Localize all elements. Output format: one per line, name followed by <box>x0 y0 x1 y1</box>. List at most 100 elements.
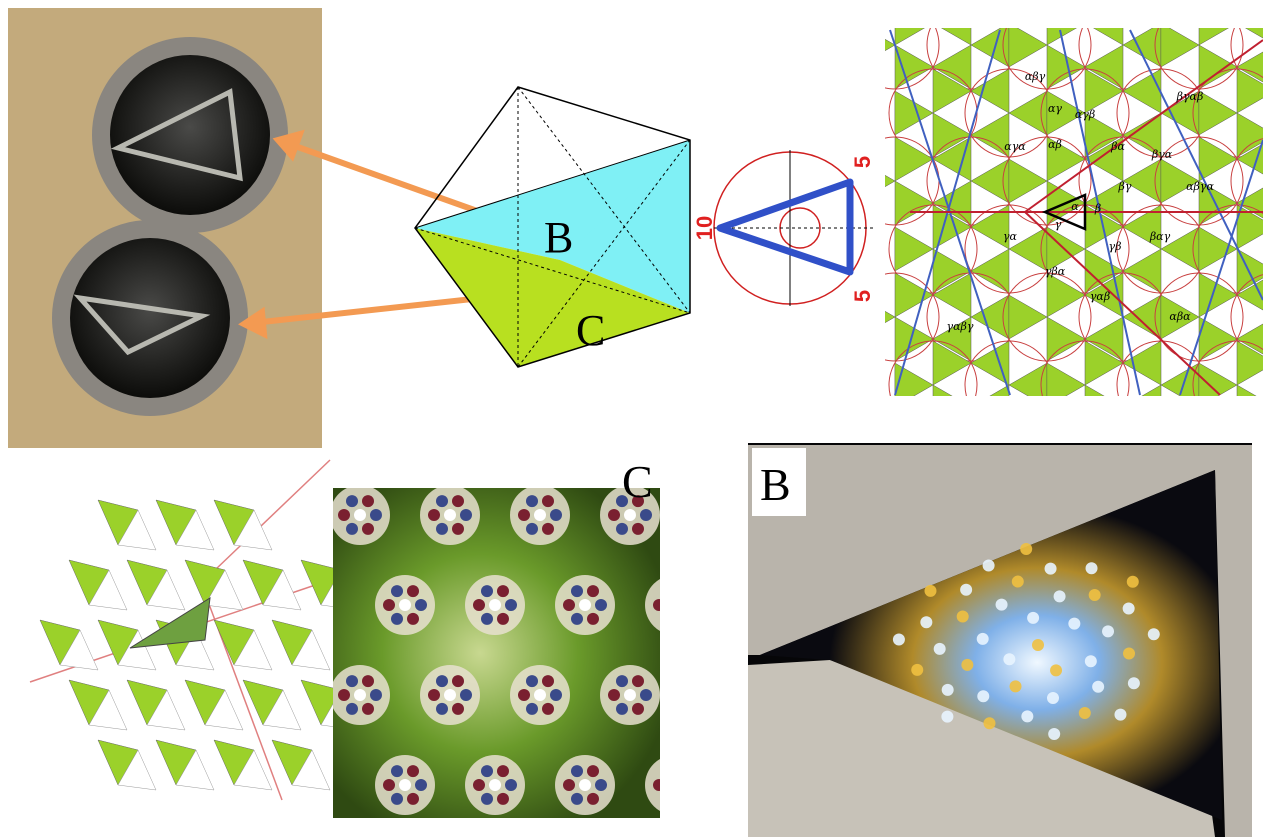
tile-sector <box>1236 68 1263 114</box>
rosette-bead <box>338 509 350 521</box>
rosette-bead <box>436 702 448 715</box>
tile-sector <box>1084 68 1124 114</box>
tile-circle <box>888 340 978 396</box>
rosette-bead <box>595 779 607 791</box>
sparkle <box>1127 677 1140 690</box>
tile-sector <box>1236 187 1263 219</box>
tile-sector <box>885 310 896 324</box>
sparkle <box>977 690 990 703</box>
zig-tile <box>291 749 331 791</box>
tile-sector <box>989 384 1010 396</box>
rosette-bead <box>608 509 620 521</box>
tiling-label: γβα <box>1045 265 1066 278</box>
sparkle <box>1044 562 1057 575</box>
zig-tile <box>146 569 186 611</box>
zig-tile <box>233 509 273 551</box>
rosette-bead <box>677 793 689 805</box>
rosette-bead <box>497 765 509 778</box>
tile-sector <box>1084 248 1124 294</box>
zig-tile <box>117 509 157 551</box>
tile-sector <box>932 136 972 182</box>
tile-sector <box>1198 362 1238 396</box>
rosette-bead <box>542 702 554 715</box>
rosette-bead <box>407 792 419 805</box>
tile-sector <box>1046 362 1086 396</box>
sparkle <box>1084 655 1097 668</box>
zig-tile <box>88 569 128 611</box>
tile-sector <box>1122 248 1162 294</box>
tile-sector <box>885 38 896 52</box>
tile-sector <box>1084 316 1124 362</box>
sparkle <box>1048 728 1061 741</box>
tile-sector <box>1198 136 1238 182</box>
rosette-core <box>354 689 366 701</box>
sparkle <box>1085 562 1098 575</box>
rosette-core <box>354 509 366 521</box>
rosette-bead <box>362 522 374 535</box>
side-label: 5 <box>850 290 875 302</box>
rosette-bead <box>505 599 517 611</box>
tile-sector <box>932 272 972 318</box>
zig-tile <box>117 629 157 671</box>
rosette-bead <box>391 612 403 625</box>
tile-circle <box>1002 272 1092 362</box>
rosette-bead <box>685 599 697 611</box>
tile-sector <box>932 248 972 294</box>
tile-sector <box>894 226 934 272</box>
tile-sector <box>970 248 1010 294</box>
tile-circle <box>1002 28 1092 90</box>
rosette-bead <box>436 495 448 508</box>
tile-circle <box>888 204 978 294</box>
tile-sector <box>1160 28 1200 68</box>
rosette-core <box>579 599 591 611</box>
sparkle <box>982 559 995 572</box>
rosette-bead <box>526 702 538 715</box>
tile-circle <box>885 272 940 362</box>
kaleidoscope-photo-c <box>333 488 697 818</box>
face-label: C <box>576 306 605 355</box>
rosette-core <box>534 689 546 701</box>
rosette-bead <box>391 792 403 805</box>
sparkle <box>1020 543 1033 556</box>
tile-sector <box>970 68 1010 114</box>
tile-sector <box>1046 226 1086 272</box>
rosette-bead <box>362 675 374 688</box>
rosette-bead <box>481 792 493 805</box>
rosette-bead <box>563 779 575 791</box>
tile-sector <box>1122 204 1162 250</box>
zig-tile <box>233 629 273 671</box>
rosette-bead <box>497 792 509 805</box>
tiling-label: αγβ <box>1075 108 1095 121</box>
tile-sector <box>932 180 972 226</box>
rosette-bead <box>460 509 472 521</box>
tile-sector <box>1198 226 1238 272</box>
tile-sector <box>1236 340 1263 386</box>
zig-tile <box>204 569 244 611</box>
rosette-bead <box>640 509 652 521</box>
zig-tile <box>204 689 244 731</box>
tile-sector <box>894 362 934 396</box>
rosette-bead <box>407 765 419 778</box>
tile-sector <box>1236 384 1257 396</box>
tile-sector <box>1245 28 1263 39</box>
zig-tile <box>262 689 302 731</box>
tile-sector <box>1008 294 1048 340</box>
kaleidoscope-photo-b: B <box>748 443 1252 837</box>
sparkle <box>1027 611 1040 624</box>
zig-tile <box>291 629 331 671</box>
rosette-bead <box>542 495 554 508</box>
rosette-bead <box>518 509 530 521</box>
tile-circle <box>1040 68 1130 158</box>
zig-tile <box>233 749 273 791</box>
tile-circle <box>885 28 940 90</box>
tiling-label: βγα <box>1151 148 1173 161</box>
rosette-bead <box>616 702 628 715</box>
tiling-label: γαβγ <box>947 320 974 333</box>
rosette-bead <box>587 585 599 598</box>
tile-sector <box>932 112 972 158</box>
tile-circle <box>1230 138 1263 224</box>
tile-sector <box>894 28 925 46</box>
rosette-bead <box>391 585 403 598</box>
tile-sector <box>894 44 934 90</box>
sparkle <box>924 584 937 597</box>
